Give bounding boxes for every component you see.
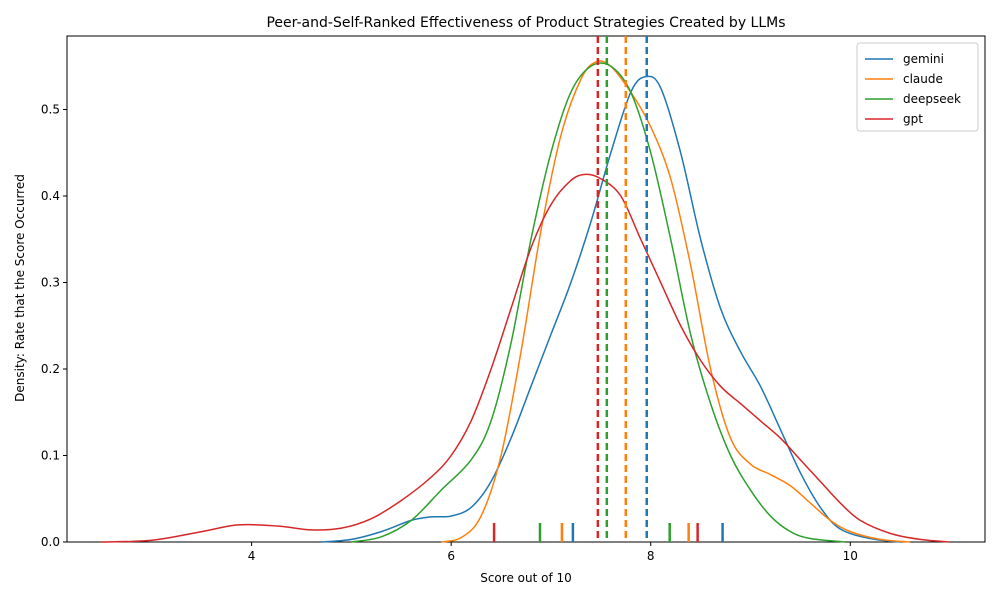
density-curve-deepseek [351,62,846,543]
x-tick-label: 6 [447,549,455,563]
x-tick-label: 10 [843,549,858,563]
y-tick-label: 0.1 [41,449,60,463]
legend-label-gpt: gpt [903,112,923,126]
y-axis-label: Density: Rate that the Score Occurred [13,174,27,402]
x-axis-label: Score out of 10 [480,571,572,585]
legend-box [856,42,979,132]
legend-label-deepseek: deepseek [903,92,961,106]
chart-title: Peer-and-Self-Ranked Effectiveness of Pr… [266,15,785,31]
y-tick-label: 0.5 [41,103,60,117]
y-tick-label: 0.0 [41,535,60,549]
legend-label-claude: claude [903,72,943,86]
y-tick-label: 0.4 [41,189,60,203]
density-curve-claude [441,60,911,543]
density-curve-gpt [101,173,951,543]
legend-label-gemini: gemini [903,52,944,66]
density-curve-gemini [321,75,901,543]
x-tick-label: 4 [248,549,256,563]
x-tick-label: 8 [647,549,655,563]
axes-frame [66,35,986,543]
y-tick-label: 0.3 [41,276,60,290]
legend: gemini claude deepseek gpt [856,42,979,132]
plot-area: 4 6 8 10 0.0 0.1 0.2 0.3 0.4 0.5 [41,35,986,563]
y-tick-label: 0.2 [41,362,60,376]
